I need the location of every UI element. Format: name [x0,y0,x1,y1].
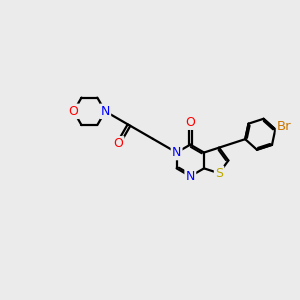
Text: O: O [113,137,123,150]
Text: N: N [100,105,110,118]
Text: O: O [69,105,79,118]
Text: S: S [215,167,223,180]
Text: N: N [172,146,181,159]
Text: N: N [186,170,195,183]
Text: Br: Br [277,120,292,133]
Text: O: O [185,116,195,129]
